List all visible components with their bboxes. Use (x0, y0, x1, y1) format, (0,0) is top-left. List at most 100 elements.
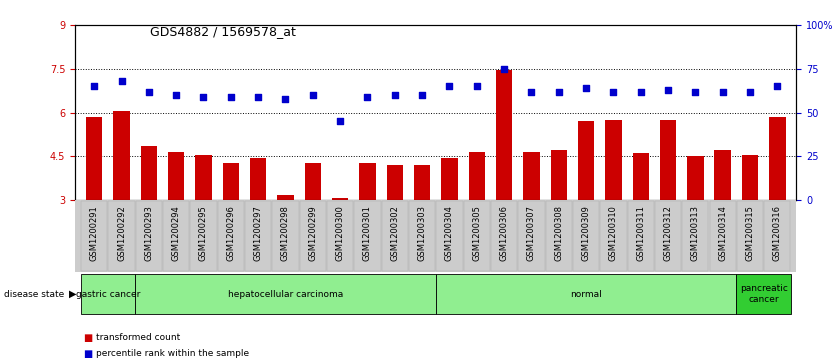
Point (224, 94, 238, 100)
Bar (441, 158, 458, 200)
Point (361, 94, 374, 100)
Bar (141, 146, 157, 200)
Point (306, 92, 319, 98)
Text: GSM1200308: GSM1200308 (555, 205, 563, 261)
FancyBboxPatch shape (628, 201, 654, 271)
Text: transformed count: transformed count (96, 333, 180, 342)
FancyBboxPatch shape (218, 201, 244, 271)
Text: percentile rank within the sample: percentile rank within the sample (96, 350, 249, 358)
FancyBboxPatch shape (108, 201, 134, 271)
FancyBboxPatch shape (682, 201, 708, 271)
Text: GSM1200298: GSM1200298 (281, 205, 290, 261)
FancyBboxPatch shape (81, 274, 135, 314)
Text: GSM1200306: GSM1200306 (500, 205, 509, 261)
Text: gastric cancer: gastric cancer (76, 290, 140, 298)
Point (443, 83, 456, 89)
Point (169, 92, 183, 98)
Text: GSM1200300: GSM1200300 (335, 205, 344, 261)
Text: GSM1200313: GSM1200313 (691, 205, 700, 261)
Text: GSM1200302: GSM1200302 (390, 205, 399, 261)
Bar (387, 165, 403, 200)
Text: GSM1200316: GSM1200316 (773, 205, 781, 261)
Text: GSM1200291: GSM1200291 (90, 205, 98, 261)
FancyBboxPatch shape (299, 201, 326, 271)
Point (197, 94, 210, 100)
Bar (250, 158, 266, 200)
Text: disease state: disease state (4, 290, 64, 298)
FancyBboxPatch shape (518, 201, 545, 271)
Text: normal: normal (570, 290, 602, 298)
Bar (195, 155, 212, 200)
Point (334, 118, 347, 124)
FancyBboxPatch shape (736, 274, 791, 314)
Point (580, 85, 593, 91)
Point (142, 89, 155, 94)
Bar (632, 153, 649, 200)
Bar (605, 120, 621, 200)
FancyBboxPatch shape (491, 201, 517, 271)
Bar (578, 121, 595, 200)
Text: ■: ■ (83, 349, 93, 359)
Text: GSM1200301: GSM1200301 (363, 205, 372, 261)
Text: GSM1200314: GSM1200314 (718, 205, 727, 261)
Text: GSM1200303: GSM1200303 (418, 205, 427, 261)
Text: GDS4882 / 1569578_at: GDS4882 / 1569578_at (150, 25, 296, 38)
FancyBboxPatch shape (435, 274, 736, 314)
FancyBboxPatch shape (327, 201, 354, 271)
Bar (769, 117, 786, 200)
Point (552, 89, 565, 94)
Bar (113, 111, 130, 200)
Point (88, 83, 101, 89)
Point (279, 96, 292, 102)
Text: GSM1200297: GSM1200297 (254, 205, 263, 261)
FancyBboxPatch shape (75, 200, 796, 272)
Text: pancreatic
cancer: pancreatic cancer (740, 284, 787, 304)
FancyBboxPatch shape (764, 201, 791, 271)
Text: GSM1200295: GSM1200295 (199, 205, 208, 261)
Bar (523, 152, 540, 200)
Bar (359, 163, 375, 200)
Point (115, 78, 128, 84)
Text: GSM1200309: GSM1200309 (581, 205, 590, 261)
FancyBboxPatch shape (382, 201, 408, 271)
Bar (660, 120, 676, 200)
FancyBboxPatch shape (135, 274, 435, 314)
FancyBboxPatch shape (464, 201, 490, 271)
Text: GSM1200293: GSM1200293 (144, 205, 153, 261)
Point (470, 83, 484, 89)
Bar (332, 198, 349, 200)
Text: GSM1200315: GSM1200315 (746, 205, 755, 261)
FancyBboxPatch shape (163, 201, 189, 271)
Point (252, 94, 265, 100)
Bar (414, 165, 430, 200)
Bar (715, 150, 731, 200)
Bar (496, 70, 512, 200)
FancyBboxPatch shape (409, 201, 435, 271)
FancyBboxPatch shape (436, 201, 463, 271)
Text: ▶: ▶ (69, 289, 77, 299)
Point (689, 89, 702, 94)
Point (606, 89, 620, 94)
Text: ■: ■ (83, 333, 93, 343)
Point (388, 92, 401, 98)
Bar (687, 156, 704, 200)
Bar (277, 195, 294, 200)
FancyBboxPatch shape (573, 201, 599, 271)
FancyBboxPatch shape (710, 201, 736, 271)
FancyBboxPatch shape (600, 201, 626, 271)
Text: GSM1200311: GSM1200311 (636, 205, 646, 261)
FancyBboxPatch shape (245, 201, 271, 271)
FancyBboxPatch shape (273, 201, 299, 271)
Text: GSM1200305: GSM1200305 (472, 205, 481, 261)
Point (415, 92, 429, 98)
FancyBboxPatch shape (655, 201, 681, 271)
FancyBboxPatch shape (354, 201, 380, 271)
Point (716, 89, 730, 94)
FancyBboxPatch shape (737, 201, 763, 271)
FancyBboxPatch shape (545, 201, 572, 271)
Bar (741, 155, 758, 200)
Point (634, 89, 647, 94)
Text: GSM1200299: GSM1200299 (309, 205, 317, 261)
FancyBboxPatch shape (136, 201, 162, 271)
Text: hepatocellular carcinoma: hepatocellular carcinoma (228, 290, 343, 298)
